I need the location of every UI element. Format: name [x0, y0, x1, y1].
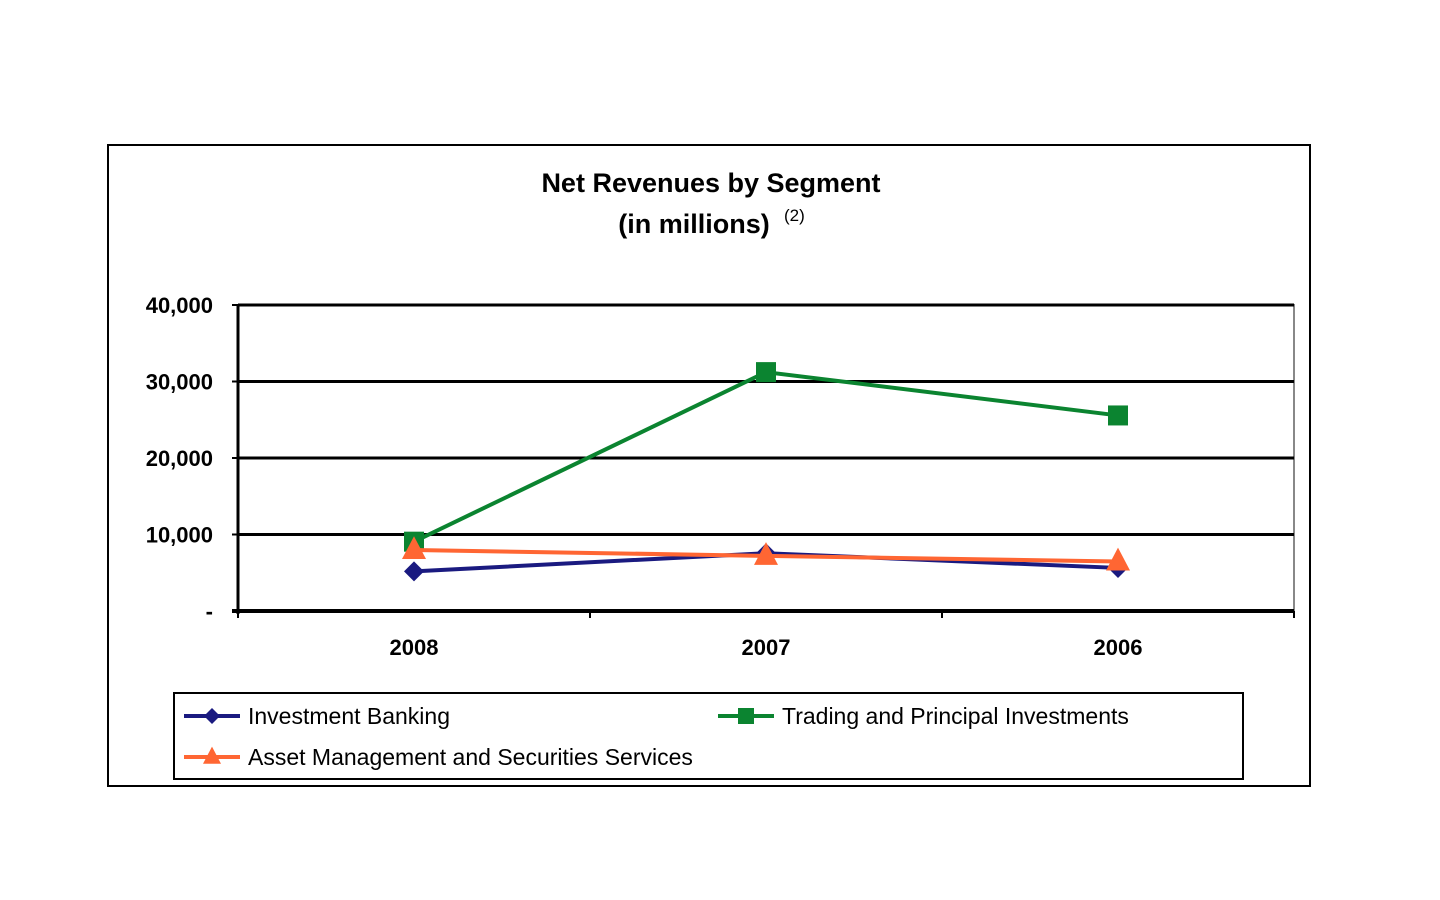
data-point-trading-and-principal-investments — [756, 362, 776, 383]
chart-subtitle-note: (2) — [784, 206, 805, 225]
data-point-investment-banking — [404, 561, 424, 582]
data-point-asset-management-and-securities-services — [402, 536, 426, 559]
legend: Investment Banking Trading and Principal … — [173, 692, 1244, 780]
axis-layer: - 10,000 20,000 30,000 40,000 2008 2007 2006 — [146, 293, 1295, 660]
grid-layer — [237, 303, 1295, 612]
y-tick-label: - — [206, 599, 213, 624]
legend-label: Asset Management and Securities Services — [248, 744, 693, 770]
x-tick-label: 2006 — [1094, 635, 1143, 660]
legend-marker — [738, 708, 754, 724]
legend-box — [173, 692, 1244, 780]
x-tick-label: 2008 — [390, 635, 439, 660]
legend-label: Investment Banking — [248, 703, 450, 729]
data-point-trading-and-principal-investments — [1108, 405, 1128, 426]
legend-marker — [203, 746, 221, 764]
y-tick-label: 40,000 — [146, 293, 213, 318]
y-tick-label: 30,000 — [146, 370, 213, 395]
chart-subtitle: (in millions) — [618, 209, 770, 239]
x-tick-label: 2007 — [742, 635, 791, 660]
y-tick-label: 20,000 — [146, 446, 213, 471]
data-point-asset-management-and-securities-services — [754, 542, 778, 565]
data-point-asset-management-and-securities-services — [1106, 547, 1130, 571]
chart-title: Net Revenues by Segment — [541, 168, 880, 198]
y-tick-label: 10,000 — [146, 523, 213, 548]
legend-label: Trading and Principal Investments — [782, 703, 1129, 729]
chart-frame — [107, 144, 1311, 787]
legend-marker — [204, 708, 220, 724]
series-layer — [402, 362, 1130, 582]
